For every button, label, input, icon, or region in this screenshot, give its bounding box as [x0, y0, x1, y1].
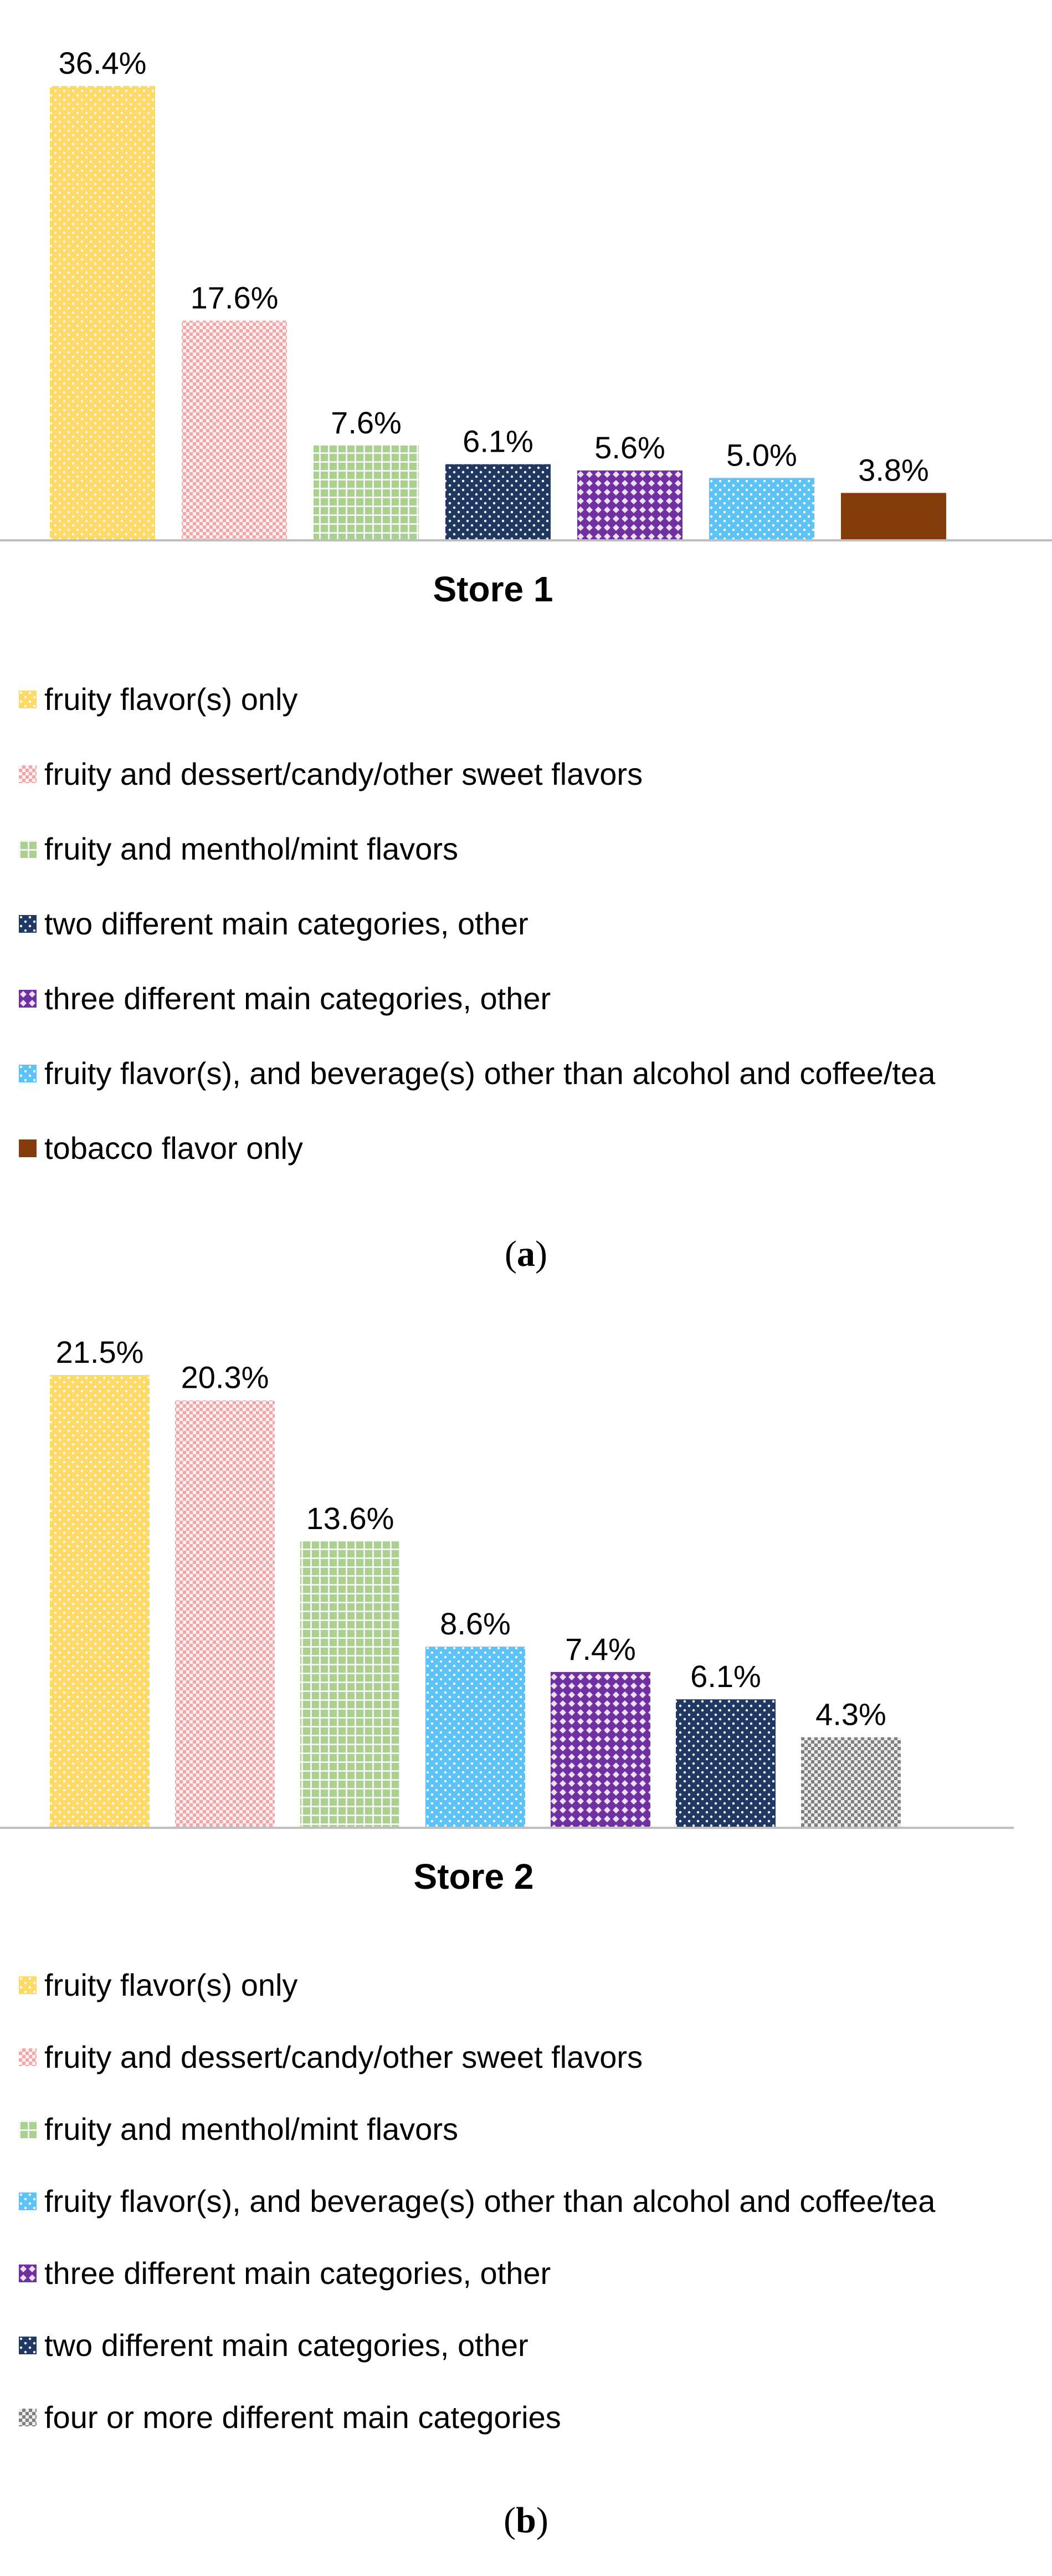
- chart-title: Store 2: [414, 1857, 534, 1897]
- legend-item-3: fruity and menthol/mint flavors: [19, 831, 458, 867]
- bar-value-label-7: 4.3%: [815, 1697, 886, 1732]
- bar-value-label-6: 6.1%: [690, 1659, 761, 1694]
- legend-label-2: fruity and dessert/candy/other sweet fla…: [44, 757, 643, 791]
- bar-7: [801, 1737, 901, 1828]
- legend-swatch-2: [19, 2048, 37, 2066]
- bar-chart-store-2: 21.5% 20.3% 13.6% 8.6% 7.4% 6.1% 4.3% Store 2: [0, 1335, 1014, 1897]
- legend-swatch-2: [19, 765, 37, 783]
- legend-swatch-5: [19, 990, 37, 1008]
- legend-label-5: three different main categories, other: [44, 2256, 551, 2291]
- legend-swatch-5: [19, 2265, 37, 2282]
- legend-item-6: fruity flavor(s), and beverage(s) other …: [19, 1056, 935, 1091]
- chart-title: Store 1: [433, 569, 553, 609]
- caption-b: (b): [504, 2500, 548, 2541]
- legend-item-7: four or more different main categories: [19, 2400, 561, 2435]
- bar-value-label-2: 17.6%: [191, 280, 279, 315]
- legend-item-6: two different main categories, other: [19, 2328, 528, 2363]
- legend-label-7: tobacco flavor only: [44, 1131, 303, 1166]
- legend-item-5: three different main categories, other: [19, 981, 551, 1016]
- bar-5: [577, 470, 682, 540]
- legend-label-3: fruity and menthol/mint flavors: [44, 2112, 458, 2146]
- legend-swatch-4: [19, 915, 37, 933]
- caption-a-letter: a: [517, 1234, 535, 1274]
- legend-swatch-7: [19, 2409, 37, 2426]
- legend-label-5: three different main categories, other: [44, 981, 551, 1016]
- legend-item-3: fruity and menthol/mint flavors: [19, 2112, 458, 2147]
- legend-swatch-3: [19, 2120, 37, 2138]
- bar-value-label-6: 5.0%: [726, 437, 797, 472]
- legend-label-2: fruity and dessert/candy/other sweet fla…: [44, 2040, 643, 2074]
- caption-b-letter: b: [516, 2500, 536, 2541]
- bar-value-label-3: 7.6%: [331, 405, 402, 440]
- legend-swatch-3: [19, 840, 37, 858]
- legend-item-4: fruity flavor(s), and beverage(s) other …: [19, 2184, 935, 2219]
- bar-1: [50, 86, 155, 541]
- legend-swatch-1: [19, 1976, 37, 1994]
- legend-label-7: four or more different main categories: [44, 2400, 561, 2435]
- legend-item-2: fruity and dessert/candy/other sweet fla…: [19, 757, 643, 792]
- bar-value-label-5: 5.6%: [594, 430, 665, 465]
- chart-panel-a: 36.4% 17.6% 7.6% 6.1% 5.6% 5.0% 3.8% Store 1 fr…: [0, 45, 1052, 1274]
- legend-item-2: fruity and dessert/candy/other sweet fla…: [19, 2040, 643, 2075]
- legend-item-1: fruity flavor(s) only: [19, 682, 297, 717]
- bar-value-label-7: 3.8%: [858, 452, 929, 487]
- legend-label-1: fruity flavor(s) only: [44, 682, 298, 717]
- bar-value-label-1: 21.5%: [56, 1335, 144, 1369]
- bar-5: [551, 1672, 650, 1828]
- bar-value-label-3: 13.6%: [306, 1501, 394, 1536]
- legend-item-4: two different main categories, other: [19, 906, 528, 942]
- caption-a: (a): [505, 1234, 547, 1274]
- legend-swatch-4: [19, 2192, 37, 2210]
- bar-3: [314, 445, 419, 540]
- bar-value-label-2: 20.3%: [181, 1360, 269, 1395]
- bar-4: [445, 464, 551, 540]
- bar-4: [425, 1647, 525, 1828]
- legend-label-1: fruity flavor(s) only: [44, 1967, 298, 2002]
- legend-swatch-6: [19, 2337, 37, 2354]
- legend-item-1: fruity flavor(s) only: [19, 1967, 297, 2003]
- bar-value-label-1: 36.4%: [59, 45, 147, 80]
- bar-6: [709, 478, 814, 540]
- bar-chart-store-1: 36.4% 17.6% 7.6% 6.1% 5.6% 5.0% 3.8% Store 1: [0, 45, 1052, 609]
- bar-2: [175, 1400, 275, 1828]
- bar-value-label-4: 6.1%: [463, 424, 533, 459]
- legend-item-5: three different main categories, other: [19, 2256, 551, 2291]
- bar-1: [50, 1375, 150, 1828]
- legend-label-4: two different main categories, other: [44, 906, 528, 941]
- legend-swatch-7: [19, 1139, 37, 1157]
- bar-value-label-4: 8.6%: [440, 1606, 511, 1641]
- bar-6: [676, 1699, 776, 1828]
- legend-swatch-1: [19, 691, 37, 708]
- legend-label-6: fruity flavor(s), and beverage(s) other …: [44, 1056, 936, 1091]
- legend-label-6: two different main categories, other: [44, 2328, 528, 2363]
- bar-7: [841, 493, 946, 540]
- legend-item-7: tobacco flavor only: [19, 1131, 303, 1166]
- chart-panel-b: 21.5% 20.3% 13.6% 8.6% 7.4% 6.1% 4.3% Store 2 f…: [0, 1291, 1052, 2576]
- legend-swatch-6: [19, 1065, 37, 1082]
- legend-label-3: fruity and menthol/mint flavors: [44, 831, 458, 866]
- bar-value-label-5: 7.4%: [565, 1632, 636, 1667]
- bar-2: [182, 320, 287, 540]
- bar-3: [300, 1541, 400, 1828]
- legend-label-4: fruity flavor(s), and beverage(s) other …: [44, 2184, 936, 2219]
